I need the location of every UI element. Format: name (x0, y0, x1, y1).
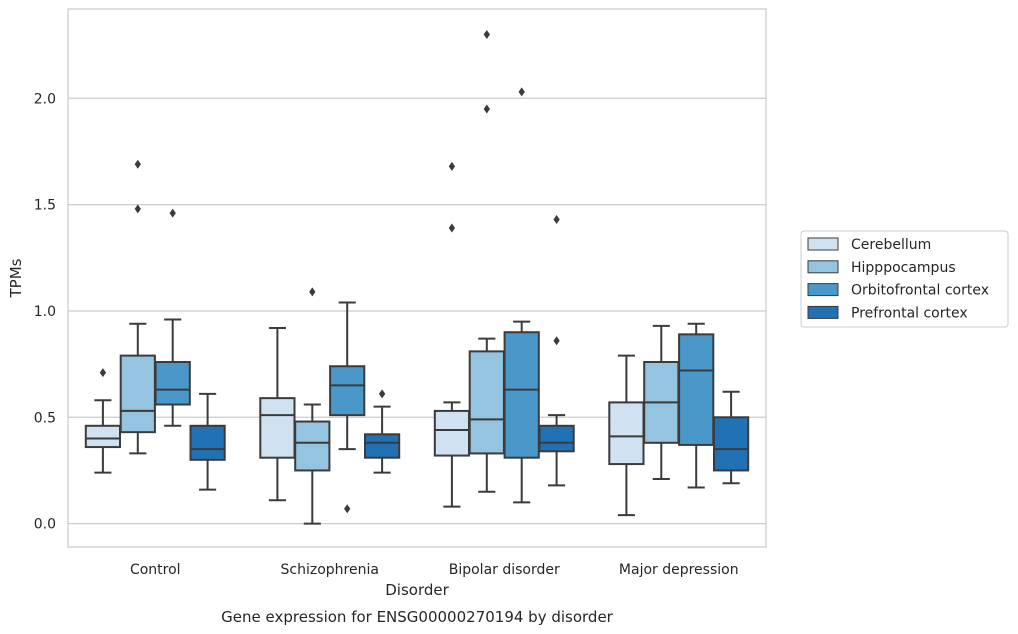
series-orbitofrontal-cortex (154, 87, 715, 514)
box-prefrontal-cortex-major-depression (712, 390, 750, 485)
legend-label-hipppocampus: Hipppocampus (851, 260, 956, 276)
box-iqr (329, 365, 366, 417)
legend: Cerebellum Hipppocampus Orbitofrontal cort… (800, 230, 1009, 328)
series-prefrontal-cortex (189, 215, 750, 491)
box-cerebellum-major-depression (608, 354, 645, 517)
box-iqr (712, 416, 750, 472)
box-hipppocampus-control (119, 159, 156, 455)
legend-items: Cerebellum Hipppocampus Orbitofrontal cort… (807, 237, 989, 321)
box-hipppocampus-major-depression (643, 324, 680, 480)
box-cerebellum-bipolar-disorder (433, 161, 471, 508)
box-prefrontal-cortex-control (189, 392, 226, 491)
outlier-point (448, 161, 456, 171)
legend-label-orbitofrontal-cortex: Orbitofrontal cortex (851, 283, 989, 299)
box-hipppocampus-bipolar-disorder (468, 30, 505, 493)
y-axis-label: TPMs (7, 258, 25, 298)
series-cerebellum (84, 161, 645, 517)
x-tick-labels: Control Schizophrenia Bipolar disorder Majo… (130, 562, 739, 578)
y-tick-label: 0.0 (34, 517, 56, 533)
box-prefrontal-cortex-bipolar-disorder (538, 215, 575, 487)
box-orbitofrontal-cortex-bipolar-disorder (503, 87, 540, 504)
box-cerebellum-control (84, 368, 122, 474)
outlier-point (309, 287, 316, 297)
box-iqr (294, 420, 331, 472)
y-tick-label: 2.0 (34, 91, 56, 107)
chart-caption: Gene expression for ENSG00000270194 by d… (221, 608, 614, 626)
box-prefrontal-cortex-schizophrenia (363, 389, 401, 474)
y-tick-label: 0.5 (34, 410, 56, 426)
box-iqr (119, 354, 156, 434)
box-series (84, 30, 750, 525)
box-cerebellum-schizophrenia (259, 326, 296, 502)
box-iqr (189, 424, 226, 461)
legend-swatch-prefrontal-cortex (807, 305, 839, 319)
box-orbitofrontal-cortex-schizophrenia (329, 301, 366, 514)
box-iqr (678, 333, 715, 446)
box-iqr (503, 331, 540, 459)
outlier-point (553, 215, 560, 225)
outlier-point (448, 223, 456, 233)
box-iqr (433, 409, 471, 457)
outlier-point (483, 30, 490, 40)
box-iqr (84, 424, 122, 449)
box-hipppocampus-schizophrenia (294, 287, 331, 525)
outlier-point (344, 504, 351, 514)
box-iqr (538, 424, 575, 453)
legend-label-cerebellum: Cerebellum (851, 237, 931, 253)
y-tick-labels: 0.0 0.5 1.0 1.5 2.0 (34, 91, 56, 532)
box-iqr (154, 360, 191, 406)
box-iqr (363, 433, 401, 459)
outlier-point (134, 204, 141, 214)
x-axis-label: Disorder (385, 581, 449, 599)
legend-frame (800, 230, 1009, 328)
y-tick-label: 1.0 (34, 304, 56, 320)
outlier-point (169, 208, 176, 218)
legend-swatch-orbitofrontal-cortex (807, 283, 839, 297)
outlier-point (553, 336, 560, 346)
legend-swatch-hipppocampus (807, 260, 839, 274)
outlier-point (378, 389, 386, 399)
series-hipppocampus (119, 30, 680, 525)
box-orbitofrontal-cortex-control (154, 208, 191, 427)
outlier-point (518, 87, 525, 97)
outlier-point (483, 104, 490, 114)
x-tick-label: Major depression (619, 562, 739, 578)
x-tick-label: Schizophrenia (281, 562, 379, 578)
box-iqr (259, 397, 296, 459)
x-tick-label: Control (130, 562, 181, 578)
legend-label-prefrontal-cortex: Prefrontal cortex (851, 305, 968, 321)
outlier-point (134, 159, 141, 169)
box-iqr (468, 350, 505, 455)
y-tick-label: 1.5 (34, 198, 56, 214)
box-iqr (608, 401, 645, 466)
legend-swatch-cerebellum (807, 237, 839, 251)
outlier-point (99, 368, 107, 378)
box-orbitofrontal-cortex-major-depression (678, 322, 715, 489)
plot-area-frame (67, 8, 767, 548)
x-tick-label: Bipolar disorder (449, 562, 560, 578)
